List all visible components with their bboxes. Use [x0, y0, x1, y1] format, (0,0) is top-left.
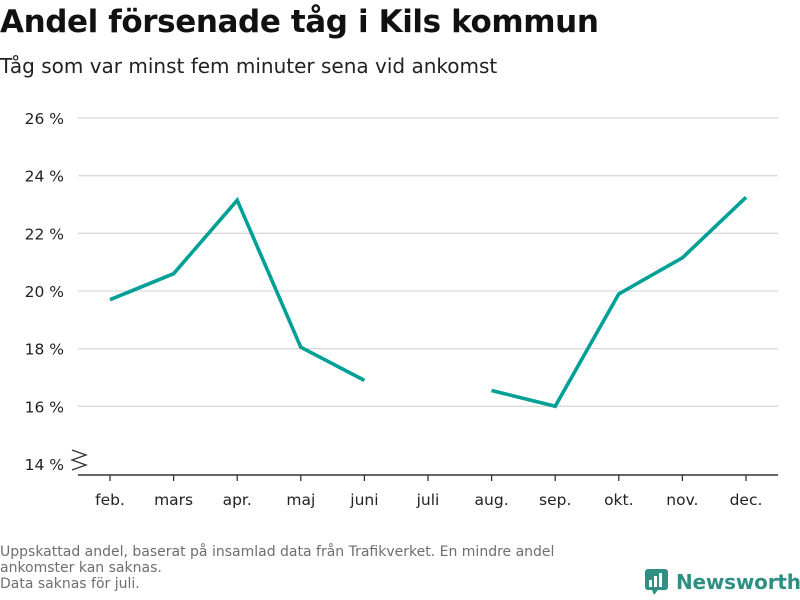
x-tick-label: nov.	[666, 491, 698, 509]
y-tick-label: 14 %	[25, 456, 64, 474]
brand-logo: Newsworthy	[644, 568, 800, 596]
source-line: ankomster kan saknas.	[0, 560, 162, 576]
source-note: Uppskattad andel, baserat på insamlad da…	[0, 544, 640, 592]
x-tick-label: juli	[416, 491, 440, 509]
series-line	[491, 195, 748, 409]
x-tick-label: maj	[286, 491, 315, 509]
x-tick-label: apr.	[223, 491, 252, 509]
chart-title: Andel försenade tåg i Kils kommun	[0, 4, 599, 40]
y-tick-label: 20 %	[25, 283, 64, 301]
y-tick-label: 24 %	[25, 168, 64, 186]
y-tick-label: 26 %	[25, 110, 64, 128]
x-tick-label: sep.	[539, 491, 571, 509]
y-tick-label: 22 %	[25, 225, 64, 243]
x-tick-label: okt.	[604, 491, 633, 509]
chart-subtitle: Tåg som var minst fem minuter sena vid a…	[0, 54, 498, 78]
series-line	[109, 196, 366, 382]
y-tick-label: 18 %	[25, 341, 64, 359]
y-tick-label: 16 %	[25, 398, 64, 416]
source-line: Data saknas för juli.	[0, 576, 140, 592]
x-tick-label: feb.	[95, 491, 125, 509]
x-tick-label: dec.	[730, 491, 763, 509]
x-tick-label: juni	[349, 491, 378, 509]
x-tick-label: mars	[154, 491, 193, 509]
axis-break-icon	[70, 449, 88, 471]
source-line: Uppskattad andel, baserat på insamlad da…	[0, 544, 555, 560]
brand-name: Newsworthy	[676, 570, 800, 594]
newsworthy-logo-icon	[645, 569, 668, 595]
x-tick-label: aug.	[475, 491, 509, 509]
